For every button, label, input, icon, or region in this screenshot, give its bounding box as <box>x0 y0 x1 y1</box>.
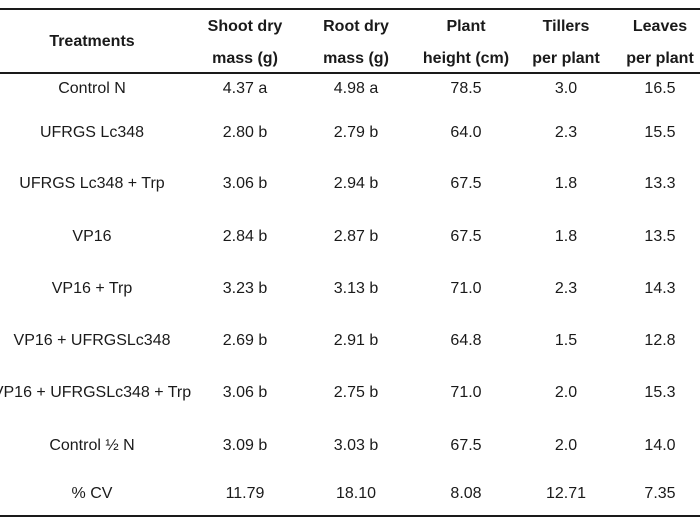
cell-plant-height: 78.5 <box>450 80 482 97</box>
column-header-plant-height: Plant <box>446 18 486 35</box>
cell-shoot-dry-mass: 3.06 b <box>222 175 268 192</box>
cell-tillers: 2.3 <box>554 280 578 297</box>
cell-plant-height: 67.5 <box>450 228 482 245</box>
column-header-root-dry-mass-line2: mass (g) <box>323 50 389 67</box>
cell-shoot-dry-mass: 2.80 b <box>222 124 268 141</box>
cell-treatment: % CV <box>71 485 113 502</box>
column-header-shoot-dry-mass: Shoot dry <box>207 18 283 35</box>
cell-root-dry-mass: 3.13 b <box>333 280 379 297</box>
column-header-tillers-line2: per plant <box>532 50 600 67</box>
column-header-treatment: Treatments <box>49 33 135 50</box>
cell-plant-height: 67.5 <box>450 437 482 454</box>
cell-leaves: 13.5 <box>644 228 676 245</box>
cell-tillers: 3.0 <box>554 80 578 97</box>
cell-tillers: 2.0 <box>554 437 578 454</box>
cell-leaves: 12.8 <box>644 332 676 349</box>
column-header-root-dry-mass: Root dry <box>323 18 389 35</box>
cell-leaves: 15.5 <box>644 124 676 141</box>
cell-shoot-dry-mass: 3.09 b <box>222 437 268 454</box>
cell-root-dry-mass: 2.94 b <box>333 175 379 192</box>
column-header-plant-height-line2: height (cm) <box>422 50 510 67</box>
cell-treatment: Control ½ N <box>49 437 135 454</box>
table-top-rule <box>0 8 700 10</box>
cell-leaves: 14.3 <box>644 280 676 297</box>
table-header-rule <box>0 72 700 74</box>
cell-plant-height: 67.5 <box>450 175 482 192</box>
cell-root-dry-mass: 3.03 b <box>333 437 379 454</box>
cell-plant-height: 71.0 <box>450 280 482 297</box>
cell-tillers: 1.8 <box>554 228 578 245</box>
cell-shoot-dry-mass: 11.79 <box>225 485 265 502</box>
cell-tillers: 2.3 <box>554 124 578 141</box>
cell-shoot-dry-mass: 2.69 b <box>222 332 268 349</box>
table-bottom-rule <box>0 515 700 517</box>
cell-leaves: 7.35 <box>644 485 676 502</box>
cell-root-dry-mass: 18.10 <box>335 485 377 502</box>
column-header-leaves: Leaves <box>632 18 688 35</box>
cell-treatment: VP16 + UFRGSLc348 + Trp <box>0 384 192 401</box>
column-header-shoot-dry-mass-line2: mass (g) <box>212 50 278 67</box>
cell-plant-height: 64.8 <box>450 332 482 349</box>
cell-treatment: UFRGS Lc348 + Trp <box>19 175 165 192</box>
cell-leaves: 15.3 <box>644 384 676 401</box>
cell-tillers: 1.5 <box>554 332 578 349</box>
cell-root-dry-mass: 4.98 a <box>333 80 379 97</box>
cell-tillers: 12.71 <box>545 485 587 502</box>
cell-tillers: 1.8 <box>554 175 578 192</box>
column-header-leaves-line2: per plant <box>626 50 694 67</box>
cell-treatment: VP16 + UFRGSLc348 <box>13 332 171 349</box>
cell-shoot-dry-mass: 3.23 b <box>222 280 268 297</box>
cell-treatment: VP16 <box>72 228 112 245</box>
cell-root-dry-mass: 2.87 b <box>333 228 379 245</box>
cell-plant-height: 71.0 <box>450 384 482 401</box>
cell-treatment: Control N <box>58 80 126 97</box>
cell-root-dry-mass: 2.79 b <box>333 124 379 141</box>
cell-leaves: 13.3 <box>644 175 676 192</box>
cell-shoot-dry-mass: 3.06 b <box>222 384 268 401</box>
cell-plant-height: 64.0 <box>450 124 482 141</box>
cell-treatment: VP16 + Trp <box>51 280 133 297</box>
column-header-tillers: Tillers <box>542 18 590 35</box>
cell-plant-height: 8.08 <box>450 485 482 502</box>
cell-shoot-dry-mass: 4.37 a <box>222 80 268 97</box>
cell-leaves: 16.5 <box>644 80 676 97</box>
cell-tillers: 2.0 <box>554 384 578 401</box>
cell-leaves: 14.0 <box>644 437 676 454</box>
cell-root-dry-mass: 2.75 b <box>333 384 379 401</box>
cell-shoot-dry-mass: 2.84 b <box>222 228 268 245</box>
cell-treatment: UFRGS Lc348 <box>39 124 145 141</box>
cell-root-dry-mass: 2.91 b <box>333 332 379 349</box>
